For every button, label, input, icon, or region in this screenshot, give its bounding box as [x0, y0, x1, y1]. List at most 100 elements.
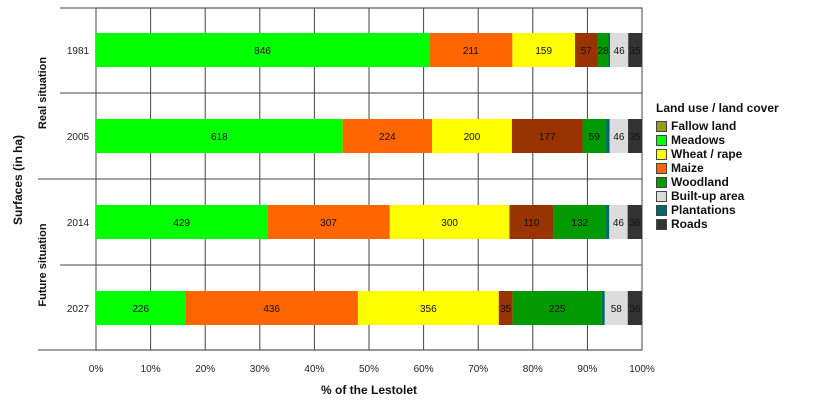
bar-segment — [575, 33, 598, 67]
data-label: 132 — [571, 218, 588, 229]
bar-segment — [96, 291, 186, 325]
data-label: 35 — [629, 132, 641, 143]
legend-item: Roads — [656, 217, 779, 231]
x-tick-label: 20% — [195, 364, 215, 375]
bar-segment — [627, 291, 642, 325]
data-label: 35 — [500, 304, 512, 315]
bar-segment — [512, 33, 576, 67]
bar-segment — [498, 291, 513, 325]
bar-segment — [432, 119, 512, 153]
legend-label: Woodland — [671, 175, 729, 189]
data-label: 59 — [589, 132, 601, 143]
data-label: 159 — [535, 46, 552, 57]
legend: Land use / land cover Fallow land Meadows… — [656, 101, 779, 231]
bar-segment — [185, 291, 358, 325]
bar-segment — [96, 205, 268, 239]
legend-items: Fallow land Meadows Wheat / rape Maize Woodl… — [656, 119, 779, 231]
data-label: 58 — [611, 304, 623, 315]
bar-segment — [601, 291, 605, 325]
x-axis-ticks: 0% 10% 20% 30% 40% 50% 60% 70% 80% 90% 100% — [89, 364, 655, 375]
data-label: 177 — [539, 132, 556, 143]
data-label: 356 — [420, 304, 437, 315]
bar-segment — [429, 33, 513, 67]
data-label: 307 — [320, 218, 337, 229]
data-label: 436 — [263, 304, 280, 315]
data-label: 846 — [254, 46, 271, 57]
legend-label: Plantations — [671, 203, 736, 217]
x-tick-label: 10% — [141, 364, 161, 375]
data-label: 225 — [549, 304, 566, 315]
y-axis-title: Surfaces (in ha) — [11, 135, 25, 225]
bar-segment — [511, 119, 583, 153]
bar-segment — [342, 119, 433, 153]
bar-segment — [628, 33, 642, 67]
bar-segment — [509, 205, 554, 239]
category-labels: 1981 2005 2014 2027 — [67, 46, 90, 315]
legend-label: Maize — [671, 161, 704, 175]
legend-item: Meadows — [656, 133, 779, 147]
bar-segment — [96, 119, 343, 153]
data-label: 35 — [630, 46, 642, 57]
x-tick-label: 30% — [250, 364, 270, 375]
legend-label: Wheat / rape — [671, 147, 743, 161]
legend-title: Land use / land cover — [656, 101, 779, 115]
bar-segment — [96, 33, 430, 67]
bar-segment — [512, 291, 602, 325]
bar-segment — [267, 205, 390, 239]
data-label: 57 — [581, 46, 593, 57]
x-tick-label: 90% — [577, 364, 597, 375]
bar-segment — [357, 291, 499, 325]
category-label: 1981 — [67, 46, 90, 57]
data-label: 200 — [464, 132, 481, 143]
legend-item: Plantations — [656, 203, 779, 217]
bar-segment — [627, 205, 642, 239]
legend-item: Woodland — [656, 175, 779, 189]
data-label: 110 — [523, 218, 539, 229]
data-label: 46 — [613, 218, 625, 229]
legend-swatch — [656, 162, 667, 174]
legend-label: Built-up area — [671, 189, 745, 203]
bar-segment — [606, 119, 610, 153]
bar-segment — [389, 205, 510, 239]
bar-segment — [582, 119, 607, 153]
legend-swatch — [656, 176, 667, 188]
category-label: 2027 — [67, 304, 90, 315]
legend-swatch — [656, 190, 667, 202]
category-label: 2014 — [67, 218, 90, 229]
x-tick-label: 70% — [468, 364, 488, 375]
legend-swatch — [656, 204, 667, 216]
data-label: 429 — [173, 218, 190, 229]
legend-label: Meadows — [671, 133, 726, 147]
x-tick-label: 50% — [359, 364, 379, 375]
x-tick-label: 0% — [89, 364, 104, 375]
bar-segment — [553, 205, 607, 239]
segment-labels: 846 211 159 57 28 46 35 618 224 200 177 59 46 35 429 30… — [132, 46, 641, 315]
data-label: 46 — [613, 132, 625, 143]
legend-label: Roads — [671, 217, 708, 231]
bar-segment — [606, 205, 610, 239]
data-label: 226 — [132, 304, 149, 315]
legend-swatch — [656, 148, 667, 160]
bar-segment — [610, 33, 629, 67]
bar-segment — [608, 33, 611, 67]
bar-segment — [597, 33, 609, 67]
bar-segment — [628, 119, 642, 153]
legend-swatch — [656, 134, 667, 146]
legend-item: Fallow land — [656, 119, 779, 133]
data-label: 36 — [629, 218, 641, 229]
bar-segment — [609, 205, 628, 239]
group-labels: Real situation Future situation — [37, 57, 49, 307]
data-label: 28 — [597, 46, 609, 57]
group-label: Real situation — [37, 57, 49, 129]
legend-label: Fallow land — [671, 119, 737, 133]
bar-segments — [96, 33, 642, 325]
bar-segment — [609, 119, 629, 153]
legend-item: Built-up area — [656, 189, 779, 203]
data-label: 618 — [211, 132, 228, 143]
x-tick-label: 60% — [414, 364, 434, 375]
group-label: Future situation — [37, 223, 49, 306]
legend-item: Maize — [656, 161, 779, 175]
category-label: 2005 — [67, 132, 90, 143]
legend-swatch — [656, 218, 667, 230]
